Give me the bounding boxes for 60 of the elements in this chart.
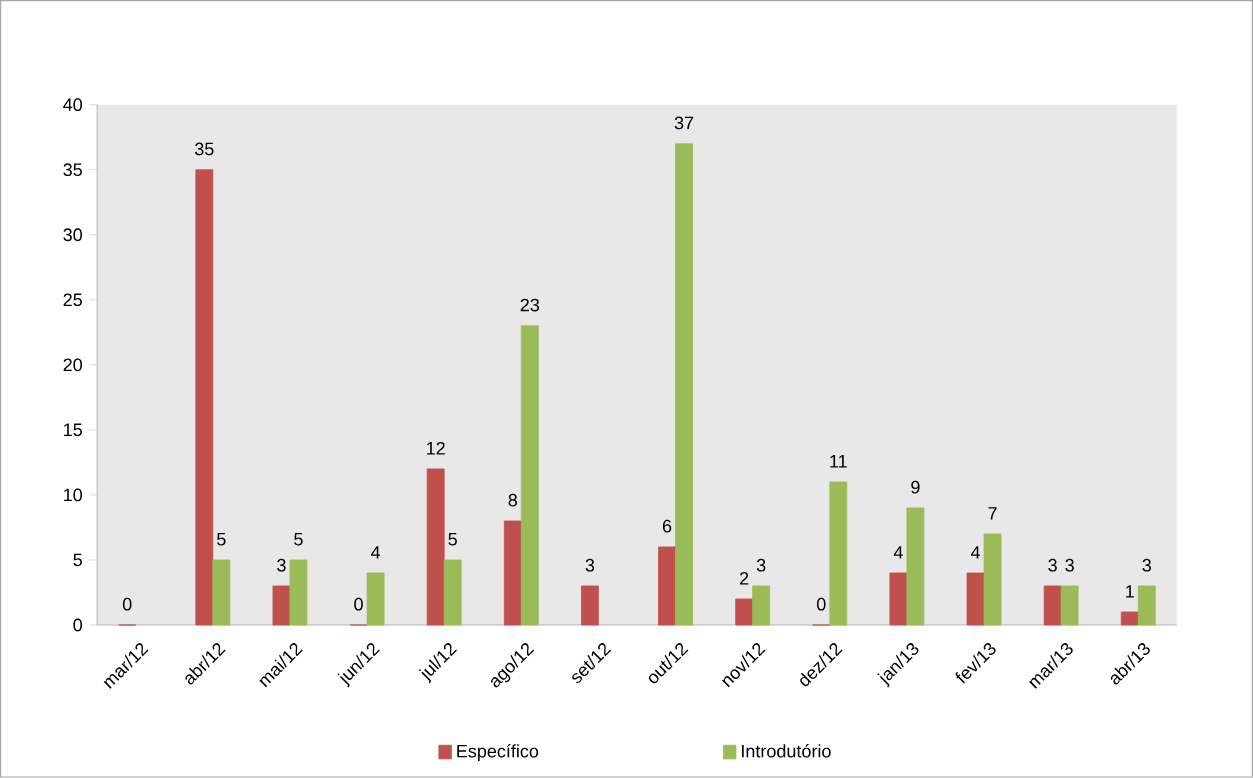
data-label: 35 bbox=[194, 142, 214, 156]
data-label: 0 bbox=[816, 597, 826, 611]
data-label: 4 bbox=[893, 546, 903, 559]
bar bbox=[906, 507, 925, 626]
bar bbox=[1060, 585, 1079, 626]
y-tick-label: 20 bbox=[63, 358, 83, 372]
y-tick-label: 30 bbox=[63, 228, 83, 242]
y-tick-label: 35 bbox=[63, 163, 82, 177]
bar bbox=[1043, 585, 1062, 626]
bar bbox=[581, 585, 599, 626]
data-label: 11 bbox=[830, 455, 847, 468]
bar bbox=[1120, 611, 1139, 626]
data-label: 0 bbox=[122, 597, 132, 611]
data-label: 3 bbox=[1142, 558, 1151, 572]
bar bbox=[675, 143, 693, 626]
bar bbox=[195, 169, 214, 626]
bar bbox=[503, 520, 522, 626]
data-label: 3 bbox=[1065, 558, 1074, 572]
legend-label: Introdutório bbox=[742, 744, 831, 758]
y-tick-label: 5 bbox=[73, 553, 82, 567]
data-label: 6 bbox=[662, 519, 672, 533]
y-tick-label: 25 bbox=[63, 293, 82, 307]
y-tick-label: 10 bbox=[64, 488, 83, 502]
legend-label: Específico bbox=[457, 744, 539, 762]
data-label: 3 bbox=[756, 558, 766, 572]
bar bbox=[889, 572, 908, 626]
data-label: 3 bbox=[1048, 558, 1057, 572]
data-label: 5 bbox=[217, 533, 226, 546]
bar bbox=[735, 598, 754, 626]
y-tick-label: 15 bbox=[64, 423, 82, 437]
bar bbox=[366, 572, 385, 626]
y-tick-label: 40 bbox=[63, 98, 83, 112]
data-label: 1 bbox=[1126, 585, 1134, 598]
data-label: 9 bbox=[911, 480, 920, 494]
data-label: 5 bbox=[294, 533, 303, 546]
data-label: 0 bbox=[354, 597, 363, 611]
data-label: 37 bbox=[674, 116, 694, 130]
data-label: 2 bbox=[740, 572, 749, 585]
bar bbox=[983, 533, 1002, 626]
data-label: 3 bbox=[277, 558, 286, 572]
bar bbox=[752, 585, 771, 626]
bar bbox=[1137, 585, 1156, 626]
data-label: 12 bbox=[427, 442, 445, 455]
data-label: 7 bbox=[988, 507, 997, 520]
data-label: 3 bbox=[585, 558, 595, 572]
data-label: 4 bbox=[970, 546, 980, 559]
bar bbox=[272, 585, 291, 626]
bar bbox=[829, 481, 848, 626]
data-label: 5 bbox=[448, 533, 457, 546]
data-label: 4 bbox=[370, 546, 381, 559]
bar bbox=[658, 546, 676, 626]
data-label: 23 bbox=[520, 298, 540, 312]
bar bbox=[212, 559, 231, 626]
data-label: 8 bbox=[508, 493, 518, 507]
y-tick-label: 0 bbox=[73, 618, 83, 632]
bar bbox=[966, 572, 985, 626]
bar bbox=[443, 559, 462, 626]
bar bbox=[520, 325, 539, 626]
bar bbox=[426, 468, 445, 626]
bar bbox=[289, 559, 308, 626]
